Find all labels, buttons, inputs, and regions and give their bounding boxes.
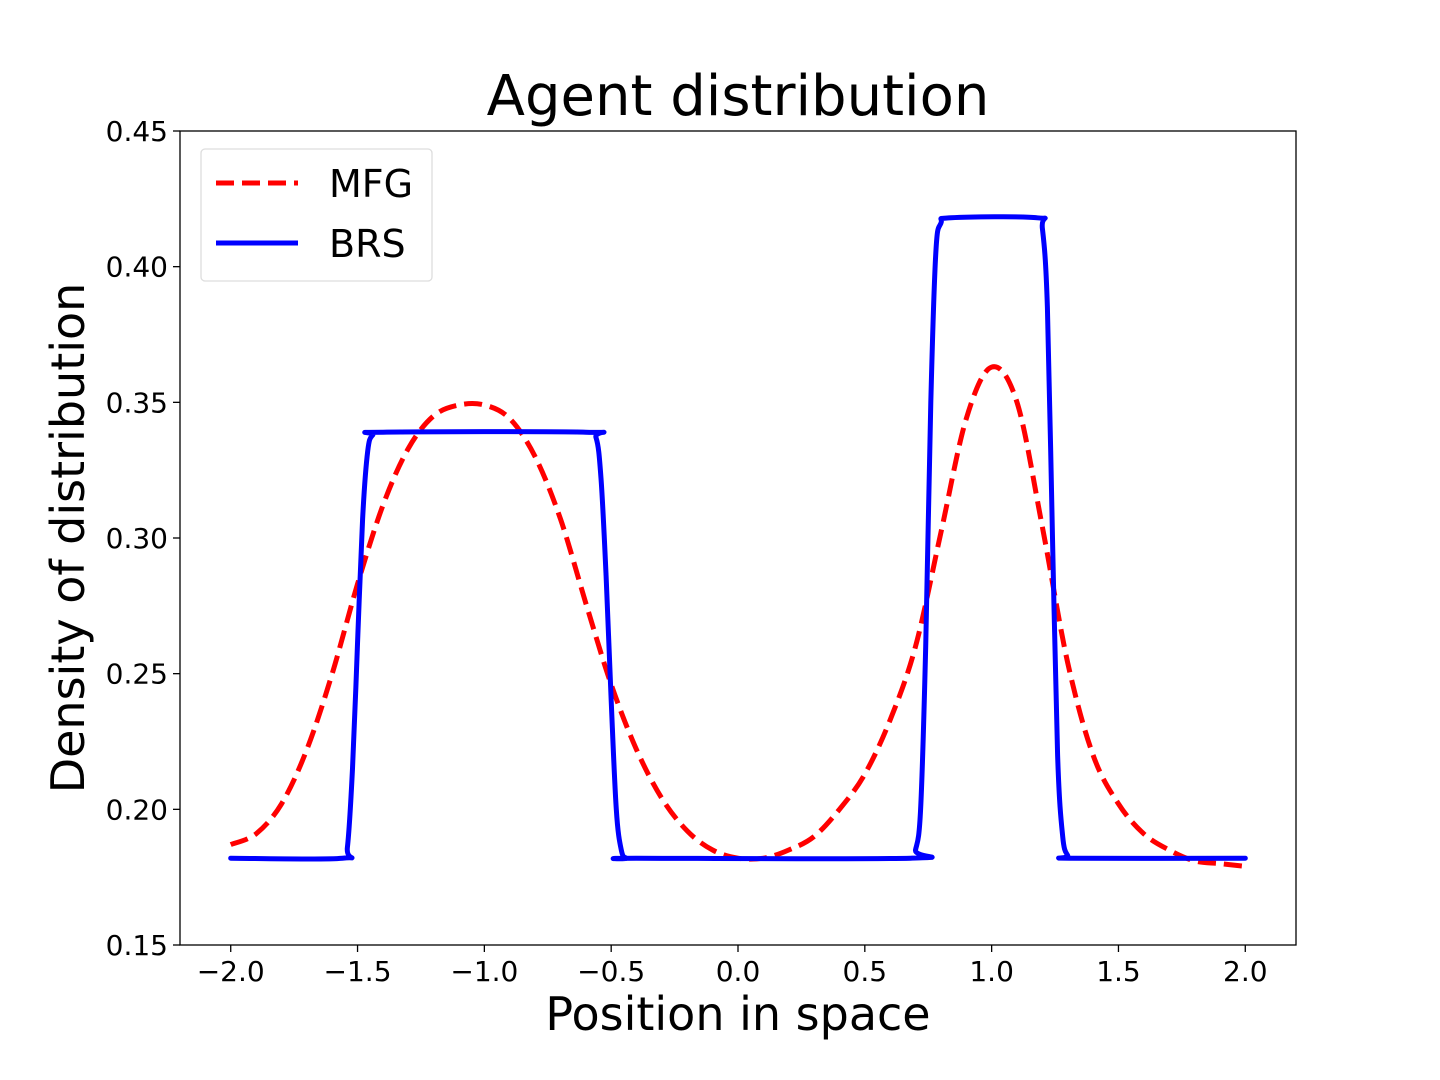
x-axis-label: Position in space <box>545 987 930 1041</box>
x-tick-label: 0.0 <box>716 955 761 988</box>
x-tick-label: −1.5 <box>324 955 392 988</box>
x-tick-label: −0.5 <box>577 955 645 988</box>
y-tick-label: 0.20 <box>106 793 168 826</box>
chart-title: Agent distribution <box>487 64 990 129</box>
legend-label-brs: BRS <box>329 222 406 266</box>
x-tick-label: −1.0 <box>450 955 518 988</box>
series-line-mfg <box>229 364 1246 869</box>
y-tick-label: 0.40 <box>106 251 168 284</box>
legend: MFG BRS <box>200 148 433 282</box>
series-layer <box>228 214 1248 869</box>
x-tick-label: −2.0 <box>197 955 265 988</box>
x-tick-label: 0.5 <box>843 955 888 988</box>
x-tick-label: 1.5 <box>1096 955 1141 988</box>
y-axis-label: Density of distribution <box>41 283 95 794</box>
y-tick-label: 0.15 <box>106 929 168 962</box>
y-tick-label: 0.35 <box>106 386 168 419</box>
legend-label-mfg: MFG <box>329 162 413 206</box>
y-tick-label: 0.45 <box>106 115 168 148</box>
plot-area: −2.0 −1.5 −1.0 −0.5 0.0 0.5 1.0 1.5 2.0 0.15 0.20… <box>106 115 1297 988</box>
y-tick-label: 0.30 <box>106 522 168 555</box>
x-ticks: −2.0 −1.5 −1.0 −0.5 0.0 0.5 1.0 1.5 2.0 <box>197 945 1268 988</box>
y-tick-label: 0.25 <box>106 658 168 691</box>
x-tick-label: 2.0 <box>1223 955 1268 988</box>
series-line-brs <box>228 214 1248 862</box>
x-tick-label: 1.0 <box>969 955 1014 988</box>
y-ticks: 0.15 0.20 0.25 0.30 0.35 0.40 0.45 <box>106 115 180 962</box>
